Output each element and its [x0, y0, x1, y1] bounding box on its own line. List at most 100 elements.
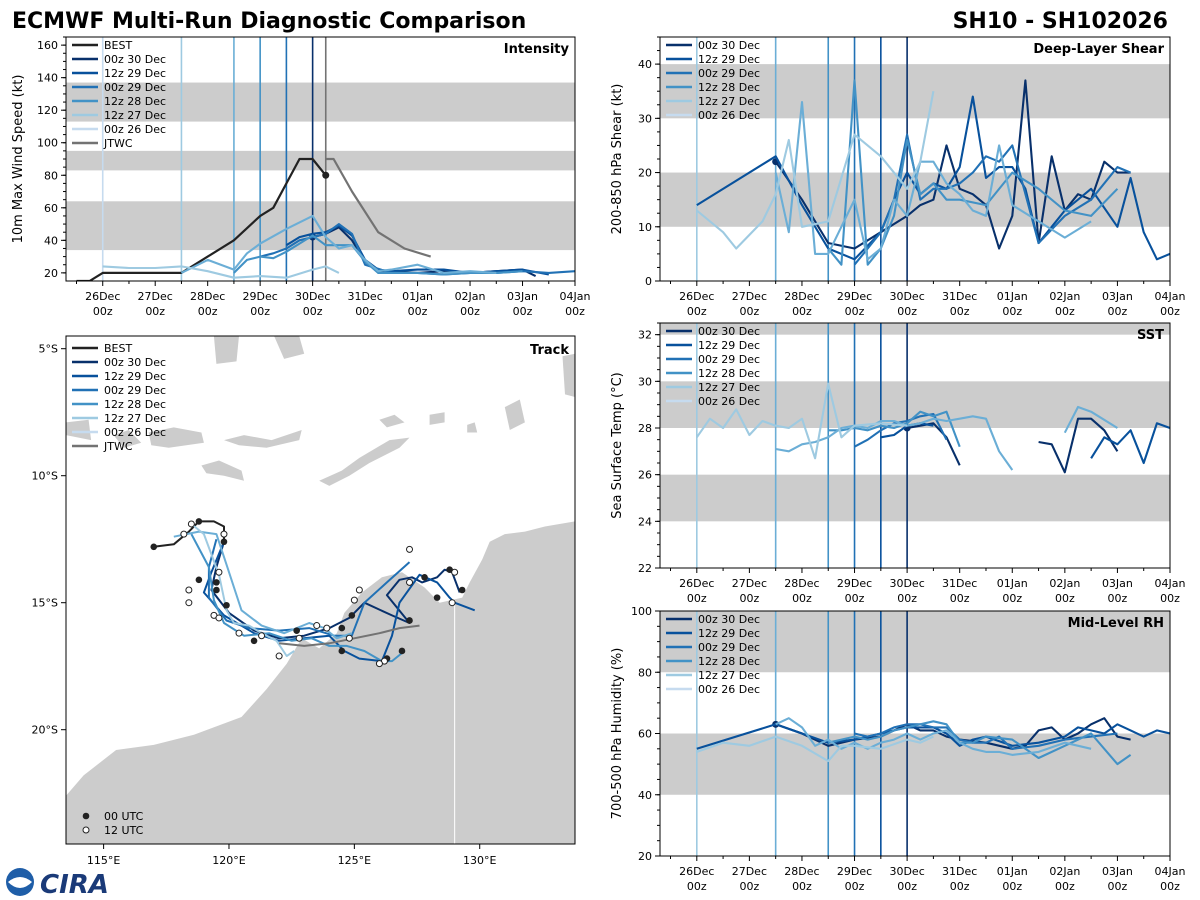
marker-00utc [213, 586, 220, 594]
series-line-12z-27-dec [775, 717, 1092, 756]
y-tick-label: 30 [638, 375, 652, 388]
legend-label: 12z 27 Dec [104, 109, 166, 122]
y-axis-label: 700-500 hPa Humidity (%) [610, 648, 625, 820]
x-tick-date: 03Jan [1102, 577, 1133, 590]
x-tick-hour: 00z [198, 305, 218, 318]
land-area [224, 430, 302, 448]
figure-title: ECMWF Multi-Run Diagnostic Comparison [12, 9, 526, 34]
x-tick-date: 26Dec [679, 290, 714, 303]
x-tick-hour: 00z [303, 305, 323, 318]
marker-12utc [451, 568, 459, 576]
x-tick-date: 26Dec [85, 290, 120, 303]
x-tick-date: 29Dec [837, 865, 872, 878]
track-00z-26-dec [190, 523, 295, 657]
land-area [504, 399, 525, 430]
series-line-12z-28-dec [233, 234, 523, 276]
plot-area [660, 37, 1170, 281]
cira-logo: CIRA [6, 868, 109, 900]
series-line-12z-29-dec [696, 95, 1170, 261]
x-tick-date: 30Dec [889, 290, 924, 303]
legend-label: 00z 26 Dec [698, 683, 760, 696]
track-00z-30-dec [210, 541, 461, 640]
legend-label: 12z 28 Dec [104, 95, 166, 108]
series-line-12z-29-dec [696, 723, 1170, 750]
land-area [213, 336, 239, 364]
series-line-00z-26-dec [695, 382, 908, 460]
series-line-12z-27-dec [1063, 405, 1118, 434]
storm-id: SH10 - SH102026 [953, 9, 1168, 34]
x-tick-date: 26Dec [679, 577, 714, 590]
legend-label: BEST [104, 39, 132, 52]
x-tick-hour: 00z [1002, 880, 1022, 893]
land-area [113, 430, 142, 448]
x-tick-date: 27Dec [732, 290, 767, 303]
x-tick-date: 29Dec [243, 290, 278, 303]
x-tick-hour: 00z [897, 305, 917, 318]
legend-label: 00z 29 Dec [698, 641, 760, 654]
y-tick-label: 32 [638, 329, 652, 342]
legend-label: 12z 28 Dec [698, 81, 760, 94]
threshold-band [66, 201, 575, 251]
x-tick-date: 31Dec [347, 290, 382, 303]
y-axis-label: 200-850 hPa Shear (kt) [610, 84, 625, 235]
x-tick-date: 31Dec [942, 865, 977, 878]
x-tick-date: 27Dec [732, 865, 767, 878]
plot-area [660, 611, 1170, 856]
threshold-band [66, 82, 575, 122]
legend-label: 00z 30 Dec [698, 325, 760, 338]
x-tick-hour: 00z [950, 592, 970, 605]
x-tick-hour: 00z [739, 880, 759, 893]
land-area [66, 521, 575, 844]
x-tick-hour: 00z [950, 305, 970, 318]
y-tick-label: 22 [638, 562, 652, 575]
marker-00utc [213, 579, 220, 586]
marker-00utc [398, 647, 406, 655]
x-tick-hour: 00z [355, 305, 375, 318]
marker-00utc [150, 543, 158, 551]
x-tick-hour: 00z [1002, 305, 1022, 318]
x-tick-hour: 00z [792, 880, 812, 893]
marker-12utc [295, 634, 303, 642]
threshold-band [660, 381, 1170, 428]
x-tick-date: 02Jan [1049, 577, 1080, 590]
x-tick-hour: 00z [792, 592, 812, 605]
legend-label: BEST [104, 342, 132, 355]
marker-00utc [250, 637, 258, 645]
x-tick-date: 04Jan [1155, 865, 1186, 878]
legend-label: 00z 29 Dec [698, 67, 760, 80]
marker-12utc [215, 614, 223, 622]
legend-label: 00z 30 Dec [698, 613, 760, 626]
y-tick-label: 80 [638, 666, 652, 679]
x-tick-hour: 00z [1160, 305, 1180, 318]
x-tick-hour: 00z [1055, 880, 1075, 893]
x-tick-date: 26Dec [679, 865, 714, 878]
x-tick-hour: 00z [1055, 592, 1075, 605]
x-tick-hour: 00z [845, 880, 865, 893]
marker-12utc [355, 586, 363, 594]
x-tick-date: 01Jan [997, 290, 1028, 303]
marker-00utc [406, 617, 413, 624]
threshold-band [660, 611, 1170, 673]
x-tick-date: 03Jan [1102, 290, 1133, 303]
x-tick-date: 03Jan [1102, 865, 1133, 878]
x-tick-hour: 00z [250, 305, 270, 318]
marker-12utc [180, 530, 188, 538]
rh-panel: 20 40 60 80 100 26Dec 00z 27Dec 00z 28Dec 00z 29Dec… [610, 605, 1185, 893]
y-axis-label: Sea Surface Temp (°C) [610, 372, 625, 519]
x-tick-hour: 00z [460, 305, 480, 318]
lon-tick-label: 130°E [463, 854, 496, 867]
x-tick-date: 28Dec [784, 577, 819, 590]
x-tick-date: 04Jan [1155, 290, 1186, 303]
y-tick-label: 20 [638, 850, 652, 863]
marker-12utc [375, 660, 383, 668]
y-tick-label: 10 [638, 221, 652, 234]
marker-00utc [338, 647, 346, 655]
legend-label: 12z 29 Dec [698, 627, 760, 640]
marker-12utc [235, 629, 243, 637]
